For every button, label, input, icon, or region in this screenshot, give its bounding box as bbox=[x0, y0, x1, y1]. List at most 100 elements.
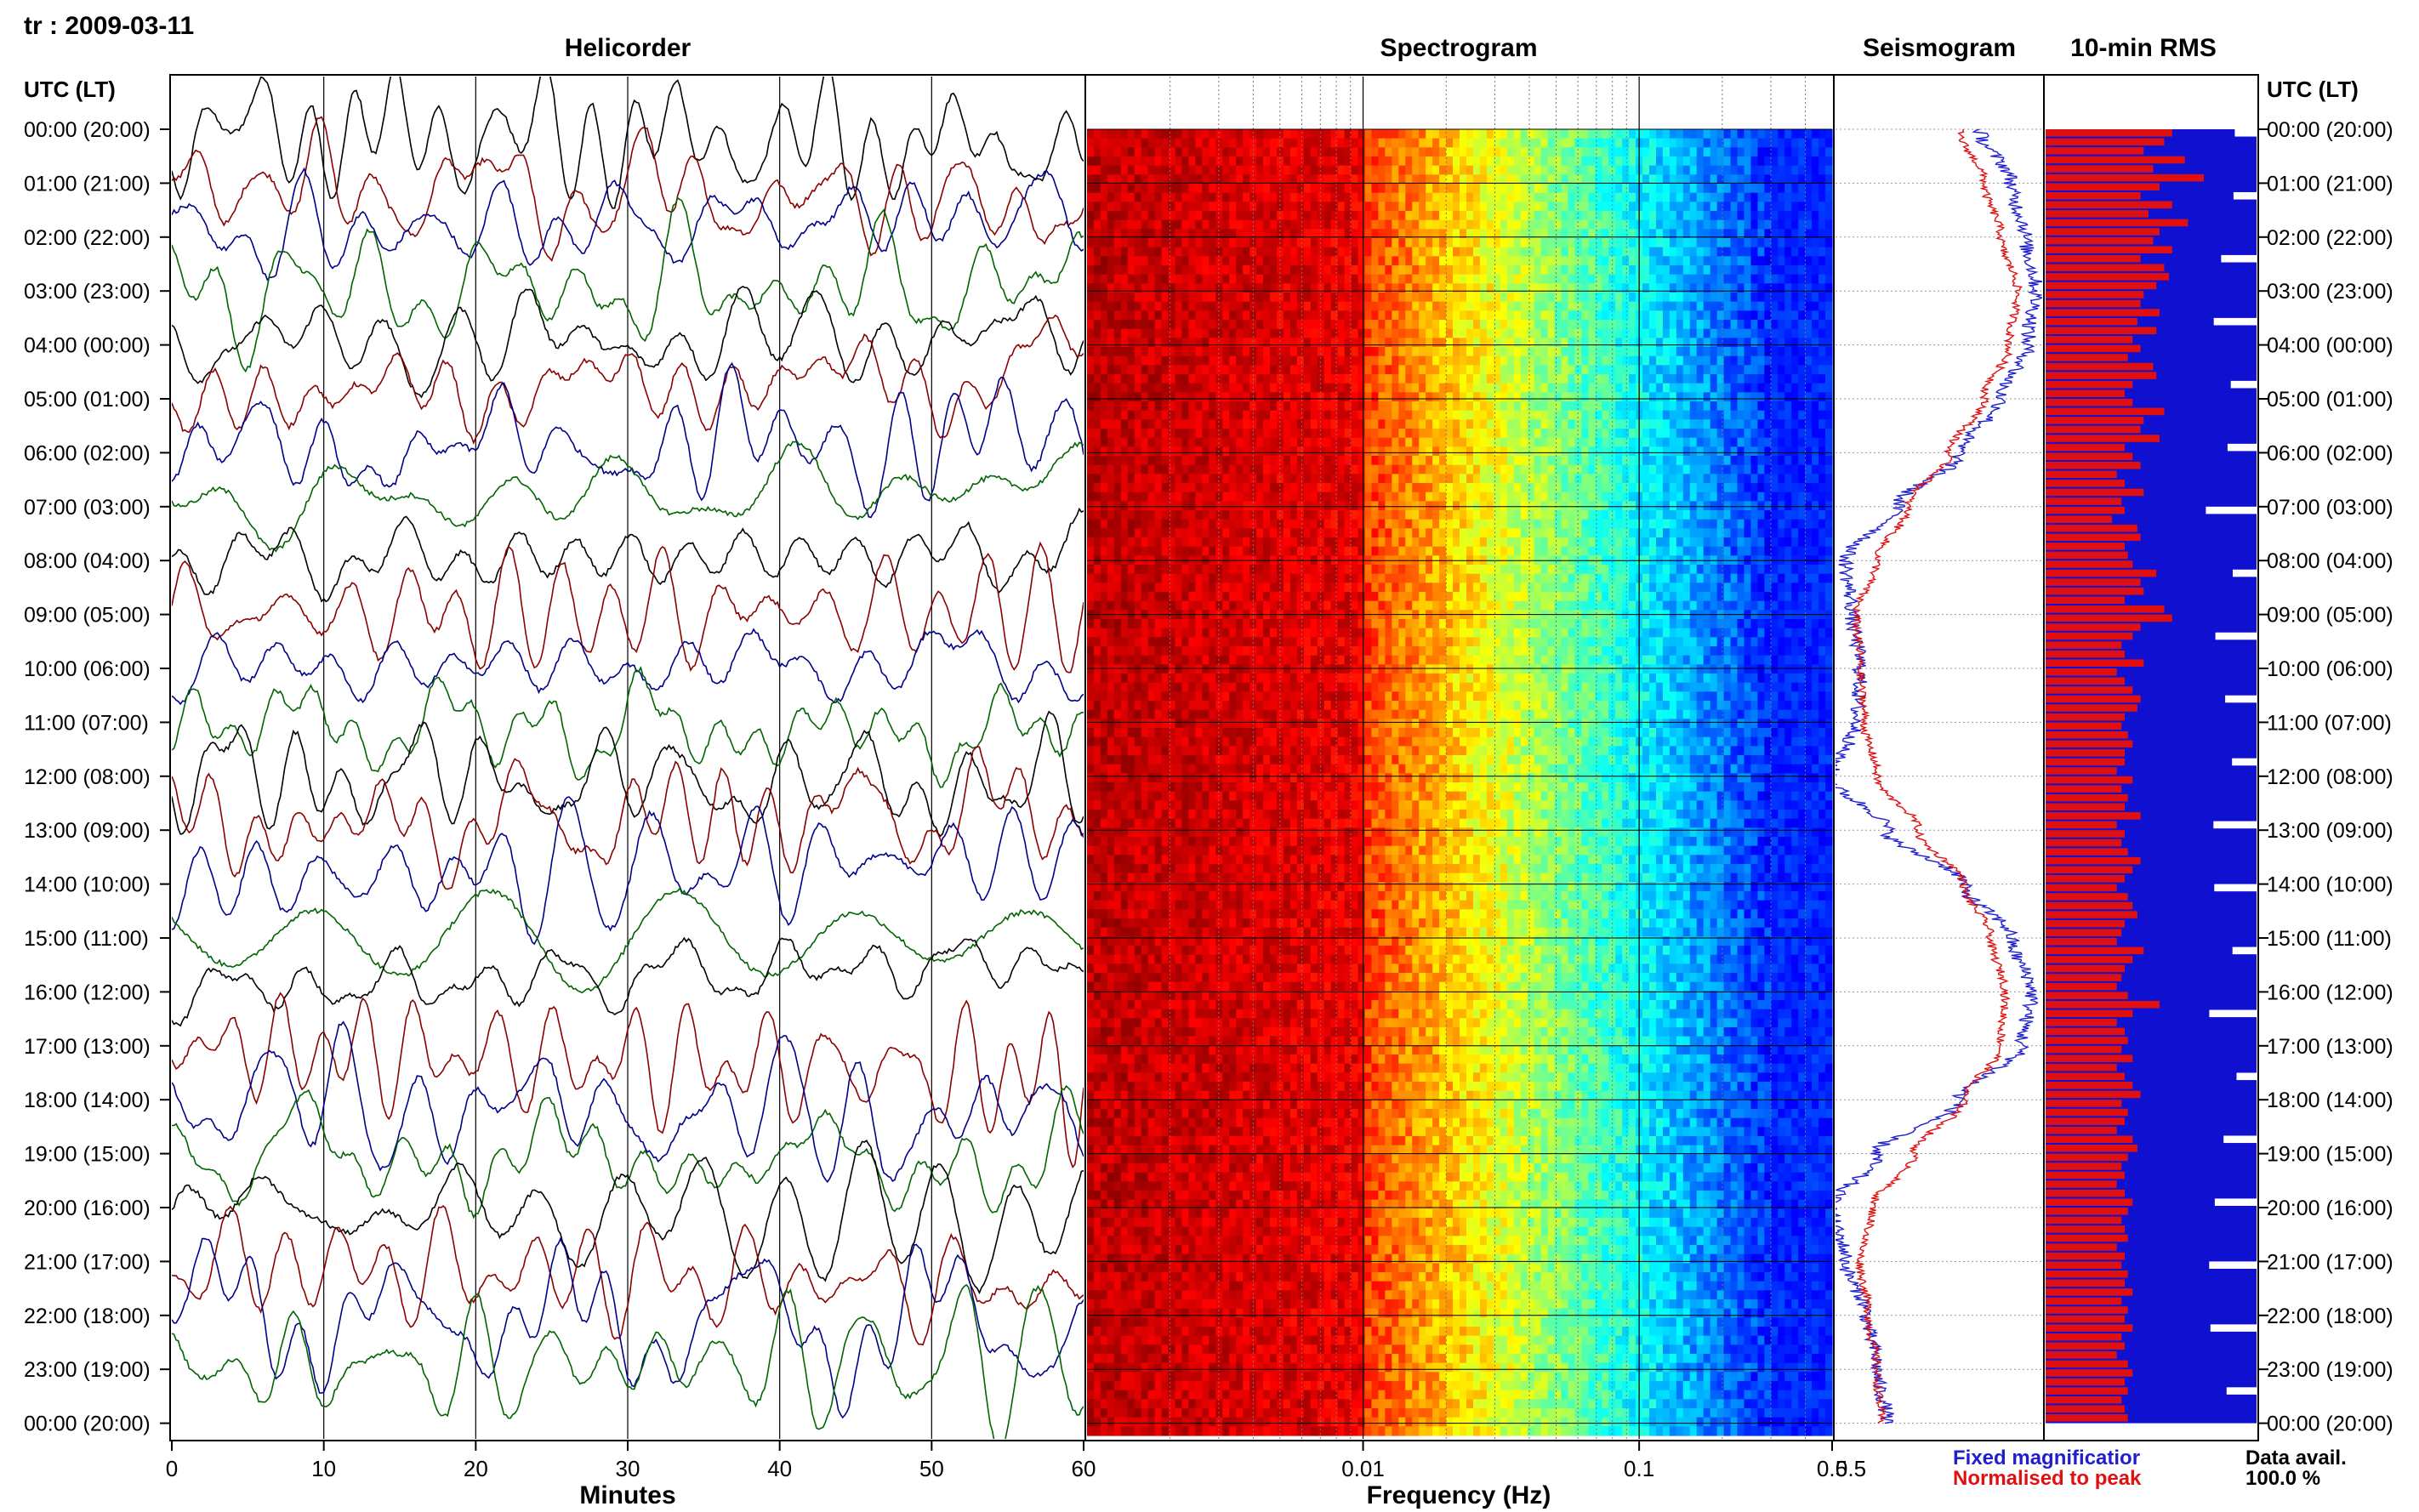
spectrogram-cell bbox=[1757, 474, 1765, 484]
spectrogram-cell bbox=[1493, 247, 1501, 257]
spectrogram-cell bbox=[1527, 293, 1535, 303]
spectrogram-cell bbox=[1547, 147, 1556, 157]
spectrogram-cell bbox=[1351, 129, 1359, 139]
spectrogram-cell bbox=[1127, 211, 1136, 221]
spectrogram-cell bbox=[1263, 156, 1271, 167]
spectrogram-cell bbox=[1757, 519, 1765, 529]
spectrogram-cell bbox=[1669, 501, 1677, 511]
spectrogram-cell bbox=[1310, 156, 1318, 167]
spectrogram-cell bbox=[1703, 138, 1711, 148]
spectrogram-cell bbox=[1513, 202, 1522, 212]
spectrogram-cell bbox=[1655, 355, 1664, 366]
spectrogram-cell bbox=[1263, 202, 1271, 212]
spectrogram-cell bbox=[1764, 184, 1772, 194]
spectrogram-cell bbox=[1344, 301, 1352, 311]
spectrogram-cell bbox=[1595, 129, 1602, 139]
spectrogram-cell bbox=[1513, 184, 1522, 194]
spectrogram-cell bbox=[1147, 501, 1156, 511]
spectrogram-cell bbox=[1716, 347, 1725, 357]
spectrogram-cell bbox=[1554, 437, 1562, 447]
spectrogram-cell bbox=[1120, 138, 1129, 148]
spectrogram-cell bbox=[1236, 184, 1244, 194]
spectrogram-cell bbox=[1175, 355, 1183, 366]
spectrogram-cell bbox=[1419, 202, 1426, 212]
spectrogram-cell bbox=[1527, 429, 1535, 439]
spectrogram-cell bbox=[1602, 365, 1609, 375]
spectrogram-cell bbox=[1513, 437, 1522, 447]
spectrogram-cell bbox=[1791, 474, 1799, 484]
spectrogram-cell bbox=[1317, 229, 1325, 239]
spectrogram-cell bbox=[1215, 156, 1223, 167]
spectrogram-cell bbox=[1723, 320, 1732, 330]
spectrogram-cell bbox=[1107, 211, 1115, 221]
spectrogram-cell bbox=[1283, 328, 1291, 338]
spectrogram-cell bbox=[1120, 392, 1129, 402]
spectrogram-cell bbox=[1188, 202, 1197, 212]
spectrogram-cell bbox=[1093, 138, 1101, 148]
spectrogram-cell bbox=[1506, 147, 1515, 157]
spectrogram-cell bbox=[1419, 528, 1426, 538]
spectrogram-cell bbox=[1364, 483, 1373, 493]
spectrogram-cell bbox=[1357, 301, 1366, 311]
spectrogram-cell bbox=[1595, 174, 1602, 185]
spectrogram-cell bbox=[1344, 256, 1352, 266]
spectrogram-cell bbox=[1737, 456, 1745, 466]
spectrogram-cell bbox=[1655, 147, 1664, 157]
spectrogram-cell bbox=[1547, 165, 1556, 175]
spectrogram-cell bbox=[1392, 383, 1399, 393]
spectrogram-cell bbox=[1256, 528, 1264, 538]
spectrogram-cell bbox=[1283, 211, 1291, 221]
spectrogram-cell bbox=[1669, 437, 1677, 447]
spectrogram-cell bbox=[1527, 419, 1535, 429]
spectrogram-cell bbox=[1426, 410, 1433, 420]
spectrogram-cell bbox=[1453, 147, 1460, 157]
spectrogram-cell bbox=[1330, 256, 1339, 266]
spectrogram-cell bbox=[1662, 401, 1671, 412]
spectrogram-cell bbox=[1317, 147, 1325, 157]
spectrogram-cell bbox=[1087, 192, 1095, 202]
spectrogram-cell bbox=[1439, 202, 1447, 212]
spectrogram-cell bbox=[1460, 211, 1467, 221]
spectrogram-cell bbox=[1263, 483, 1271, 493]
spectrogram-cell bbox=[1147, 129, 1156, 139]
spectrogram-cell bbox=[1446, 274, 1454, 284]
spectrogram-cell bbox=[1364, 238, 1373, 248]
spectrogram-cell bbox=[1595, 483, 1602, 493]
spectrogram-cell bbox=[1310, 184, 1318, 194]
spectrogram-cell bbox=[1181, 429, 1190, 439]
spectrogram-cell bbox=[1453, 229, 1460, 239]
spectrogram-cell bbox=[1622, 437, 1630, 447]
spectrogram-cell bbox=[1398, 156, 1406, 167]
spectrogram-cell bbox=[1764, 310, 1772, 321]
spectrogram-cell bbox=[1296, 274, 1305, 284]
spectrogram-cell bbox=[1812, 401, 1819, 412]
spectrogram-cell bbox=[1236, 464, 1244, 475]
spectrogram-cell bbox=[1608, 147, 1616, 157]
spectrogram-cell bbox=[1181, 202, 1190, 212]
spectrogram-cell bbox=[1784, 501, 1792, 511]
spectrogram-cell bbox=[1750, 293, 1758, 303]
spectrogram-cell bbox=[1398, 247, 1406, 257]
spectrogram-cell bbox=[1222, 256, 1230, 266]
spectrogram-cell bbox=[1256, 347, 1264, 357]
spectrogram-cell bbox=[1750, 492, 1758, 502]
spectrogram-cell bbox=[1378, 229, 1386, 239]
spectrogram-cell bbox=[1554, 229, 1562, 239]
spectrogram-cell bbox=[1791, 256, 1799, 266]
spectrogram-cell bbox=[1147, 156, 1156, 167]
spectrogram-cell bbox=[1195, 202, 1203, 212]
spectrogram-cell bbox=[1263, 184, 1271, 194]
spectrogram-cell bbox=[1791, 401, 1799, 412]
spectrogram-cell bbox=[1100, 156, 1108, 167]
spectrogram-cell bbox=[1249, 147, 1257, 157]
spectrogram-cell bbox=[1513, 138, 1522, 148]
spectrogram-cell bbox=[1493, 165, 1501, 175]
spectrogram-cell bbox=[1107, 374, 1115, 384]
spectrogram-cell bbox=[1453, 437, 1460, 447]
spectrogram-cell bbox=[1175, 365, 1183, 375]
spectrogram-cell bbox=[1263, 301, 1271, 311]
spectrogram-cell bbox=[1195, 165, 1203, 175]
spectrogram-cell bbox=[1330, 156, 1339, 167]
spectrogram-cell bbox=[1520, 147, 1528, 157]
spectrogram-cell bbox=[1426, 256, 1433, 266]
